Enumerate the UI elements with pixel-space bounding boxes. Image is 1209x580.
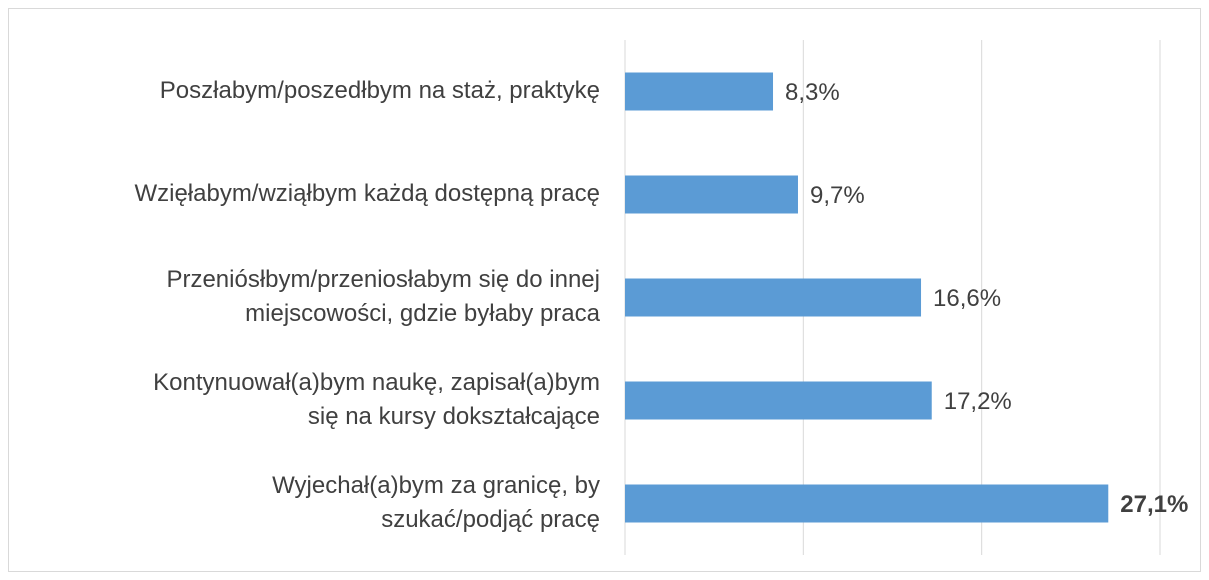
y-tick-label: Wyjechał(a)bym za granicę, by [272, 472, 600, 499]
y-tick-label: miejscowości, gdzie byłaby praca [245, 300, 600, 327]
bar [625, 381, 932, 420]
y-tick-label: Przeniósłbym/przeniosłabym się do innej [166, 266, 600, 293]
bar [625, 175, 798, 214]
bar [625, 484, 1109, 523]
value-label: 17,2% [944, 388, 1012, 415]
y-tick-label: Poszłabym/poszedłbym na staż, praktykę [160, 77, 600, 104]
chart-frame [8, 8, 1201, 572]
value-label: 8,3% [785, 79, 840, 106]
value-label: 27,1% [1120, 491, 1188, 518]
bar [625, 72, 774, 111]
value-label: 9,7% [810, 182, 865, 209]
y-tick-label: się na kursy dokształcające [308, 403, 600, 430]
y-tick-label: szukać/podjąć pracę [381, 506, 600, 533]
y-tick-label: Wzięłabym/wziąłbym każdą dostępną pracę [134, 180, 600, 207]
y-tick-label: Kontynuował(a)bym naukę, zapisał(a)bym [153, 369, 600, 396]
bar [625, 278, 922, 317]
value-label: 16,6% [933, 285, 1001, 312]
